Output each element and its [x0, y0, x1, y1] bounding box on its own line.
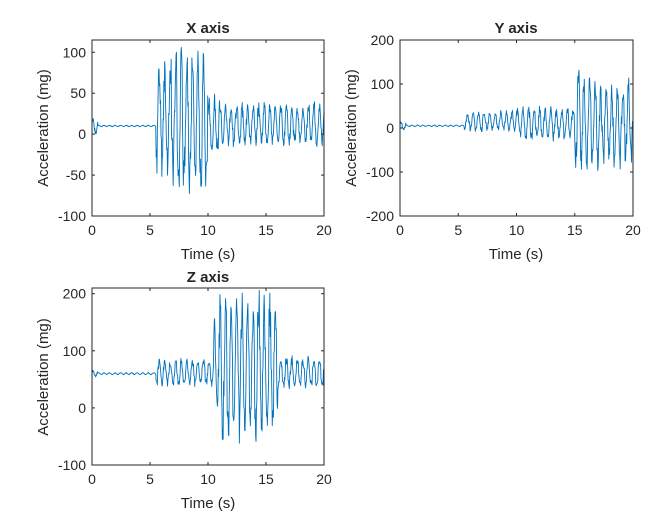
- data-layer: [400, 69, 633, 171]
- subplot-x-axis: X axis 0 5 10 15 20 -100 -50 0 50 100 Time (s) Ac…: [35, 20, 332, 263]
- y-tick-label: 100: [371, 76, 395, 92]
- y-tick-label: 200: [63, 286, 87, 302]
- tick-layer: 0 5 10 15 20 -200 -100 0 100 200: [366, 32, 641, 238]
- y-axis-label: Acceleration (mg): [35, 69, 52, 187]
- x-tick-label: 0: [88, 222, 96, 238]
- x-axis-label: Time (s): [181, 246, 235, 263]
- axes-box: [91, 287, 325, 466]
- x-tick-label: 10: [509, 222, 525, 238]
- y-tick-label: 0: [78, 400, 86, 416]
- series-line: [92, 289, 324, 444]
- series-line: [92, 46, 324, 194]
- x-tick-label: 20: [316, 222, 332, 238]
- tick-layer: 0 5 10 15 20 -100 -50 0 50 100: [58, 40, 332, 238]
- data-layer: [92, 46, 324, 194]
- x-tick-label: 15: [258, 222, 274, 238]
- subplot-title: X axis: [186, 20, 229, 37]
- y-tick-label: 100: [63, 343, 87, 359]
- series-line: [400, 69, 633, 171]
- y-tick-label: 0: [386, 120, 394, 136]
- x-tick-label: 20: [316, 471, 332, 487]
- axes-box: [399, 39, 634, 217]
- y-tick-label: 0: [78, 126, 86, 142]
- x-axis-label: Time (s): [181, 495, 235, 512]
- x-tick-label: 10: [200, 471, 216, 487]
- subplot-title: Y axis: [494, 20, 537, 37]
- y-tick-label: -100: [366, 164, 394, 180]
- x-tick-label: 20: [625, 222, 641, 238]
- x-tick-label: 10: [200, 222, 216, 238]
- subplot-title: Z axis: [187, 269, 230, 286]
- x-tick-label: 5: [146, 222, 154, 238]
- y-tick-label: -50: [66, 167, 86, 183]
- data-layer: [92, 289, 324, 444]
- x-tick-label: 0: [88, 471, 96, 487]
- x-tick-label: 0: [396, 222, 404, 238]
- y-tick-label: 200: [371, 32, 395, 48]
- y-tick-label: -200: [366, 208, 394, 224]
- x-axis-label: Time (s): [489, 246, 543, 263]
- x-tick-label: 5: [146, 471, 154, 487]
- y-axis-label: Acceleration (mg): [35, 318, 52, 436]
- y-tick-label: 50: [70, 85, 86, 101]
- x-tick-label: 15: [258, 471, 274, 487]
- y-tick-label: -100: [58, 457, 86, 473]
- x-tick-label: 15: [567, 222, 583, 238]
- y-tick-label: 100: [63, 44, 87, 60]
- x-tick-label: 5: [454, 222, 462, 238]
- y-tick-label: -100: [58, 208, 86, 224]
- axes-box: [91, 39, 325, 217]
- y-axis-label: Acceleration (mg): [343, 69, 360, 187]
